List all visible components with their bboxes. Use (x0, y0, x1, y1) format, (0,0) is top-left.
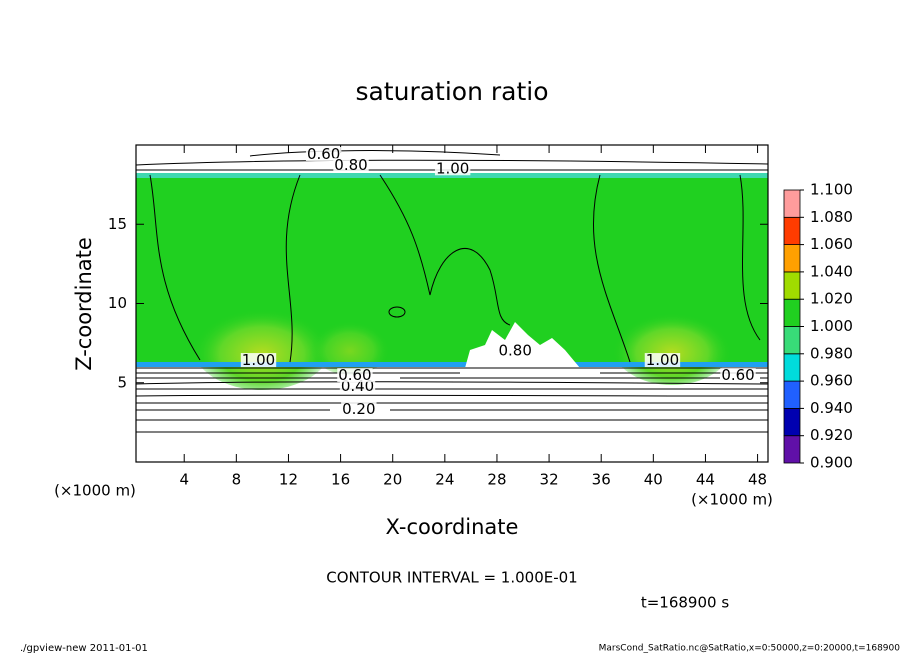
colorbar-label: 1.040 (810, 262, 853, 280)
x-tick-label: 8 (232, 471, 242, 489)
footer-left: ./gpview-new 2011-01-01 (20, 643, 148, 654)
contours (135, 150, 769, 433)
colorbar-band (783, 353, 801, 382)
contour-label-bg (341, 402, 377, 417)
contour-label-bg (240, 353, 277, 368)
colorbar-band (783, 271, 801, 300)
x-tick-label: 12 (279, 471, 298, 489)
x-tick-label: 24 (435, 471, 454, 489)
colorbar-label: 1.100 (810, 181, 853, 199)
footer-right: MarsCond_SatRatio.nc@SatRatio,x=0:50000,… (599, 644, 901, 654)
field-high (310, 315, 390, 375)
contour-label-bg (644, 353, 681, 368)
x-tick-label: 36 (592, 471, 611, 489)
contour-label-bg (337, 368, 373, 383)
x-unit: (×1000 m) (54, 482, 136, 500)
chart-title: saturation ratio (355, 77, 548, 106)
colorbar-label: 0.940 (810, 399, 853, 417)
field-edge (136, 362, 768, 367)
x-tick-label: 48 (748, 471, 767, 489)
contour-label: 1.00 (242, 351, 275, 369)
colorbar-band (783, 189, 801, 218)
x-tick-label: 20 (383, 471, 402, 489)
contour-label: 0.80 (334, 156, 367, 174)
y-tick-label: 15 (108, 215, 127, 233)
y-axis-label: Z-coordinate (72, 237, 96, 371)
colorbar-band (783, 326, 801, 355)
contour-label-bg (497, 343, 533, 358)
colorbar-label: 0.960 (810, 372, 853, 390)
colorbar-label: 1.000 (810, 317, 853, 335)
x-tick-label: 4 (179, 471, 189, 489)
colorbar-band (783, 435, 801, 464)
contour-label-bg (305, 147, 342, 162)
colorbar-label: 1.020 (810, 290, 853, 308)
x-tick-label: 28 (487, 471, 506, 489)
colorbar-label: 0.920 (810, 426, 853, 444)
contour-label: 0.80 (498, 342, 531, 360)
y-tick-label: 5 (117, 373, 127, 391)
contour-label: 0.60 (721, 366, 754, 384)
colorbar-band (783, 407, 801, 437)
colorbar-label: 1.060 (810, 235, 853, 253)
contour-label-bg (720, 368, 756, 383)
x-tick-label: 16 (331, 471, 350, 489)
colorbar-label: 1.080 (810, 208, 853, 226)
colorbar-band (783, 298, 801, 327)
contour-label: 1.00 (646, 351, 679, 369)
contour-label: 0.20 (342, 400, 375, 418)
field-edge (136, 173, 768, 178)
contour-label: 0.60 (338, 366, 371, 384)
x-axis-label: X-coordinate (386, 515, 519, 539)
colorbar-label: 0.980 (810, 344, 853, 362)
x-tick-label: 32 (540, 471, 559, 489)
contour-label-bg (434, 161, 471, 176)
y-tick-label: 10 (108, 294, 127, 312)
x-tick-label: 40 (644, 471, 663, 489)
x-unit: (×1000 m) (691, 491, 773, 509)
colorbar-band (783, 244, 801, 273)
colorbar-band (783, 216, 801, 246)
colorbar-label: 0.900 (810, 454, 853, 472)
contour-label: 0.60 (307, 145, 340, 163)
contour-interval: CONTOUR INTERVAL = 1.000E-01 (326, 569, 577, 587)
contour-label-bg (333, 158, 369, 173)
x-tick-label: 44 (696, 471, 715, 489)
time-label: t=168900 s (641, 594, 729, 612)
colorbar-band (783, 380, 801, 409)
contour-label: 1.00 (436, 159, 469, 177)
contour-label-bg (339, 379, 376, 394)
